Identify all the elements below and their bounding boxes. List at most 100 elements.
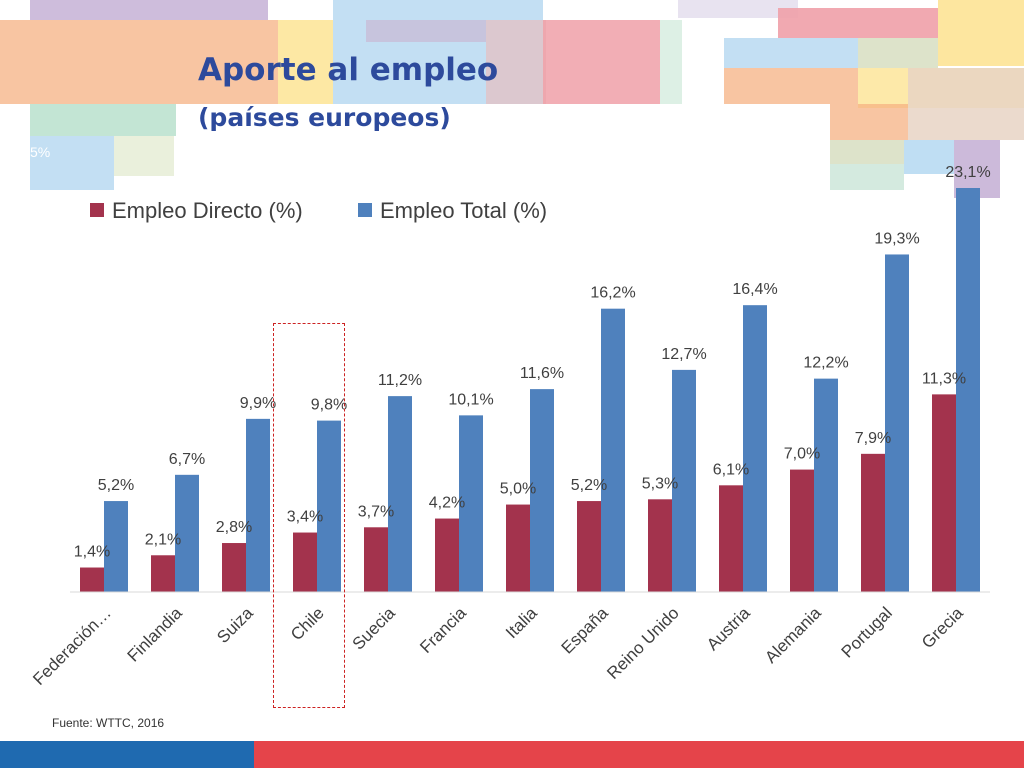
data-label: 1,4% bbox=[74, 544, 110, 561]
decorative-block bbox=[904, 140, 954, 174]
decorative-block bbox=[543, 20, 660, 104]
bar-total bbox=[388, 396, 412, 592]
data-label: 4,2% bbox=[429, 495, 465, 512]
bar-directo bbox=[80, 567, 104, 592]
data-label: 19,3% bbox=[874, 230, 919, 247]
bar-total bbox=[601, 308, 625, 592]
decorative-block bbox=[114, 136, 174, 176]
bar-total bbox=[246, 418, 270, 592]
x-tick-label: España bbox=[558, 603, 613, 658]
bar-directo bbox=[151, 555, 175, 592]
legend-swatch bbox=[358, 203, 372, 217]
bar-total bbox=[459, 415, 483, 592]
legend-label: Empleo Total (%) bbox=[380, 198, 547, 223]
data-label: 6,7% bbox=[169, 451, 205, 468]
decorative-block bbox=[678, 0, 798, 18]
bar-total bbox=[885, 254, 909, 593]
data-label: 9,9% bbox=[240, 395, 276, 412]
slide-title: Aporte al empleo bbox=[198, 52, 499, 88]
data-label: 7,9% bbox=[855, 430, 891, 447]
x-tick-label: Alemania bbox=[761, 603, 825, 667]
x-tick-label: Austria bbox=[703, 603, 754, 654]
legend-label: Empleo Directo (%) bbox=[112, 198, 303, 223]
x-tick-label: Reino Unido bbox=[603, 603, 683, 683]
decorative-block bbox=[938, 0, 1024, 66]
data-label: 9,8% bbox=[311, 397, 347, 414]
decorative-block bbox=[30, 0, 268, 20]
decorative-block bbox=[660, 20, 682, 104]
data-label: 16,2% bbox=[590, 285, 635, 302]
bar-total bbox=[104, 501, 128, 592]
chile-highlight-box bbox=[273, 323, 345, 708]
bar-directo bbox=[435, 518, 459, 592]
decorative-block bbox=[30, 104, 176, 136]
decorative-block bbox=[278, 20, 333, 104]
x-tick-label: Italia bbox=[502, 603, 541, 642]
data-label: 5,2% bbox=[571, 477, 607, 494]
footer-bar-red bbox=[254, 741, 1024, 768]
x-tick-label: Suecia bbox=[349, 603, 400, 654]
legend-swatch bbox=[90, 203, 104, 217]
bar-directo bbox=[648, 499, 672, 592]
data-label: 12,7% bbox=[661, 346, 706, 363]
bar-total bbox=[743, 305, 767, 592]
decorative-block bbox=[724, 68, 858, 104]
bar-directo bbox=[293, 532, 317, 592]
data-label: 7,0% bbox=[784, 446, 820, 463]
data-label: 5,3% bbox=[642, 475, 678, 492]
decorative-block bbox=[366, 20, 486, 42]
data-label: 11,2% bbox=[378, 372, 422, 389]
bar-directo bbox=[506, 504, 530, 592]
bar-total bbox=[672, 369, 696, 592]
data-label: 6,1% bbox=[713, 461, 749, 478]
data-label: 11,3% bbox=[922, 370, 966, 387]
decorative-block bbox=[30, 136, 114, 190]
x-tick-label: Portugal bbox=[838, 603, 896, 661]
bar-total bbox=[956, 188, 980, 592]
decorative-block bbox=[0, 20, 278, 104]
bar-total bbox=[814, 378, 838, 592]
x-tick-label: Federación… bbox=[29, 603, 115, 689]
x-tick-label: Finlandia bbox=[124, 603, 187, 666]
data-label: 23,1% bbox=[945, 164, 990, 181]
data-label: 3,4% bbox=[287, 509, 323, 526]
data-label: 16,4% bbox=[732, 281, 777, 298]
decorative-block bbox=[830, 104, 908, 140]
decorative-block bbox=[830, 140, 904, 164]
decorative-block bbox=[724, 38, 858, 68]
bar-directo bbox=[790, 469, 814, 592]
fragment-text: 5% bbox=[30, 144, 51, 160]
data-label: 2,8% bbox=[216, 519, 252, 536]
bar-directo bbox=[222, 543, 246, 592]
bar-directo bbox=[932, 394, 956, 592]
bar-directo bbox=[719, 485, 743, 592]
bar-directo bbox=[577, 501, 601, 592]
data-label: 11,6% bbox=[520, 365, 564, 382]
source-note: Fuente: WTTC, 2016 bbox=[52, 716, 165, 730]
chart-tick-labels: Federación… Finlandia Suiza Chile Suecia Fran… bbox=[29, 603, 967, 689]
data-label: 3,7% bbox=[358, 503, 394, 520]
data-label: 2,1% bbox=[145, 531, 181, 548]
bar-total bbox=[530, 389, 554, 592]
decorative-block bbox=[908, 68, 1024, 140]
chart-legend: Empleo Directo (%) Empleo Total (%) bbox=[90, 198, 547, 223]
decorative-block bbox=[830, 164, 904, 190]
chart-data-labels: 1,4% 5,2% 2,1% 6,7% 2,8% 9,9% 3,4% 9,8% 3,7% 11,2… bbox=[74, 164, 991, 561]
data-label: 10,1% bbox=[448, 391, 493, 408]
data-label: 12,2% bbox=[803, 355, 848, 372]
x-tick-label: Francia bbox=[416, 603, 470, 657]
data-label: 5,2% bbox=[98, 477, 134, 494]
bar-directo bbox=[364, 527, 388, 592]
decorative-block bbox=[858, 38, 938, 68]
footer-bar-blue bbox=[0, 741, 254, 768]
slide-subtitle: (países europeos) bbox=[198, 103, 451, 132]
x-tick-label: Grecia bbox=[918, 603, 967, 652]
bar-directo bbox=[861, 453, 885, 592]
bar-total bbox=[175, 474, 199, 592]
bar-chart: Empleo Directo (%) Empleo Total (%) 1,4% 5… bbox=[29, 164, 991, 689]
bar-total bbox=[317, 420, 341, 592]
decorative-block bbox=[778, 8, 938, 38]
data-label: 5,0% bbox=[500, 481, 536, 498]
chart-bars bbox=[80, 188, 980, 593]
decorative-block bbox=[486, 20, 546, 104]
